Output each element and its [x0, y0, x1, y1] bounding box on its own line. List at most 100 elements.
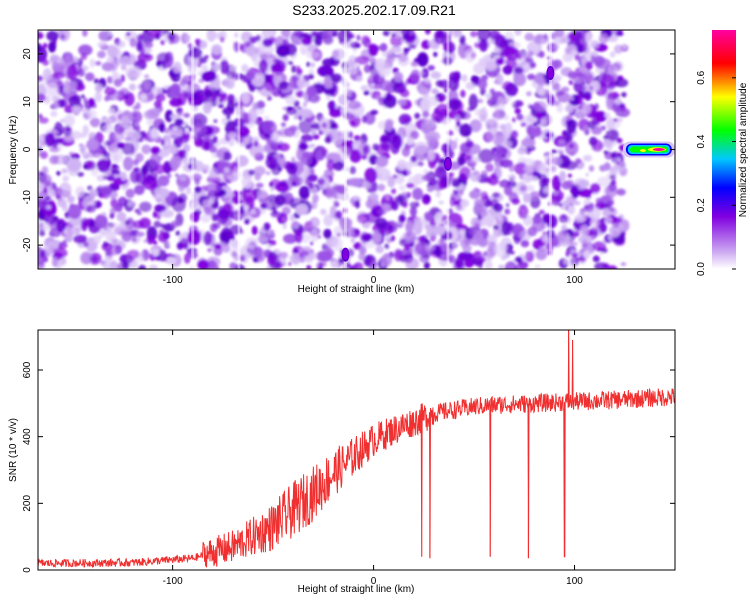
- heatmap-cell: [485, 131, 494, 142]
- heatmap-cell: [477, 259, 484, 269]
- heatmap-cell: [478, 238, 489, 248]
- heatmap-cell: [251, 225, 258, 236]
- heatmap-cell: [616, 157, 622, 163]
- heatmap-cell: [612, 38, 618, 43]
- heatmap-cell: [397, 82, 404, 93]
- heatmap-cell: [584, 91, 592, 101]
- heatmap-cell: [416, 52, 429, 67]
- heatmap-cell: [574, 54, 581, 61]
- heatmap-stripe: [191, 30, 195, 269]
- heatmap-x-ticks: -100 0 100: [163, 30, 583, 286]
- heatmap-cell: [350, 238, 355, 244]
- heatmap-cell: [306, 258, 313, 263]
- heatmap-cell: [369, 230, 382, 245]
- heatmap-cell: [505, 82, 518, 97]
- heatmap-cell: [521, 138, 536, 148]
- heatmap-cell: [38, 196, 48, 210]
- heatmap-cell: [508, 163, 516, 172]
- heatmap-cell: [378, 97, 387, 106]
- heatmap-cell: [213, 81, 220, 90]
- heatmap-cell: [102, 149, 107, 157]
- heatmap-cell: [233, 42, 241, 53]
- heatmap-cell: [516, 113, 524, 121]
- heatmap-cell: [480, 191, 489, 201]
- heatmap-cell: [519, 185, 527, 192]
- heatmap-cell: [538, 209, 545, 215]
- heatmap-cell: [491, 172, 497, 179]
- heatmap-cell: [177, 98, 182, 104]
- heatmap-cell: [43, 187, 48, 194]
- heatmap-cell: [67, 195, 75, 204]
- heatmap-cell: [263, 222, 271, 231]
- heatmap-cell: [255, 182, 264, 188]
- heatmap-cell: [587, 120, 596, 130]
- heatmap-cell: [52, 101, 60, 110]
- heatmap-cell: [102, 175, 109, 180]
- heatmap-cell: [446, 173, 454, 181]
- heatmap-cell: [424, 30, 431, 35]
- heatmap-cell: [406, 78, 412, 85]
- heatmap-cell: [57, 99, 68, 108]
- heatmap-cell: [341, 61, 350, 71]
- heatmap-cell: [447, 98, 462, 111]
- heatmap-cell: [187, 230, 201, 246]
- heatmap-cell: [446, 30, 454, 35]
- heatmap-cell: [123, 156, 134, 171]
- heatmap-cell: [323, 214, 334, 227]
- heatmap-cell: [428, 41, 433, 46]
- heatmap-cell: [298, 115, 303, 121]
- heatmap-cell: [38, 170, 41, 177]
- heatmap-cell: [322, 261, 327, 267]
- heatmap-cell: [464, 258, 475, 268]
- heatmap-cell: [442, 214, 448, 220]
- heatmap-cell: [401, 30, 411, 40]
- heatmap-cell: [107, 76, 113, 84]
- heatmap-cell: [550, 149, 558, 154]
- heatmap-cell: [606, 200, 615, 206]
- heatmap-cell: [482, 214, 496, 227]
- heatmap-cell: [390, 46, 402, 54]
- heatmap-cell: [398, 214, 406, 223]
- heatmap-cell: [184, 129, 189, 134]
- heatmap-cell: [61, 203, 68, 212]
- heatmap-cell: [117, 143, 124, 149]
- x-tick-label: 0: [371, 275, 377, 286]
- heatmap-cell: [354, 55, 370, 65]
- heatmap-cell: [532, 34, 550, 45]
- heatmap-cell: [401, 192, 409, 197]
- heatmap-cell: [204, 102, 213, 111]
- heatmap-cell: [141, 144, 151, 155]
- heatmap-cell: [53, 41, 57, 46]
- heatmap-cell: [75, 186, 86, 198]
- heatmap-cell: [461, 152, 466, 157]
- heatmap-cell: [330, 259, 339, 269]
- heatmap-cell: [499, 179, 511, 188]
- heatmap-cell: [130, 110, 143, 123]
- heatmap-cell: [185, 153, 190, 157]
- heatmap-cell: [223, 167, 230, 174]
- heatmap-cell: [38, 31, 44, 40]
- heatmap-cell: [347, 59, 356, 68]
- heatmap-cell: [219, 92, 226, 102]
- snr-frame: [37, 329, 676, 571]
- heatmap-cell: [593, 111, 608, 123]
- heatmap-cell: [413, 219, 423, 235]
- heatmap-cell: [172, 61, 182, 74]
- heatmap-cell: [497, 213, 503, 222]
- heatmap-cell: [546, 229, 556, 239]
- heatmap-cell: [592, 231, 598, 235]
- heatmap-cell: [504, 261, 518, 269]
- heatmap-cell: [300, 108, 313, 119]
- heatmap-cell: [465, 82, 476, 90]
- heatmap-cell: [236, 108, 244, 117]
- heatmap-cell: [217, 162, 232, 175]
- heatmap-cell: [392, 174, 398, 179]
- heatmap-cell: [280, 122, 287, 127]
- heatmap-cell: [253, 140, 259, 147]
- heatmap-cell: [438, 200, 444, 205]
- heatmap-cell: [318, 266, 323, 269]
- heatmap-cell: [202, 199, 213, 208]
- heatmap-cell: [52, 71, 65, 79]
- heatmap-cell: [46, 30, 59, 42]
- heatmap-cell: [246, 71, 256, 80]
